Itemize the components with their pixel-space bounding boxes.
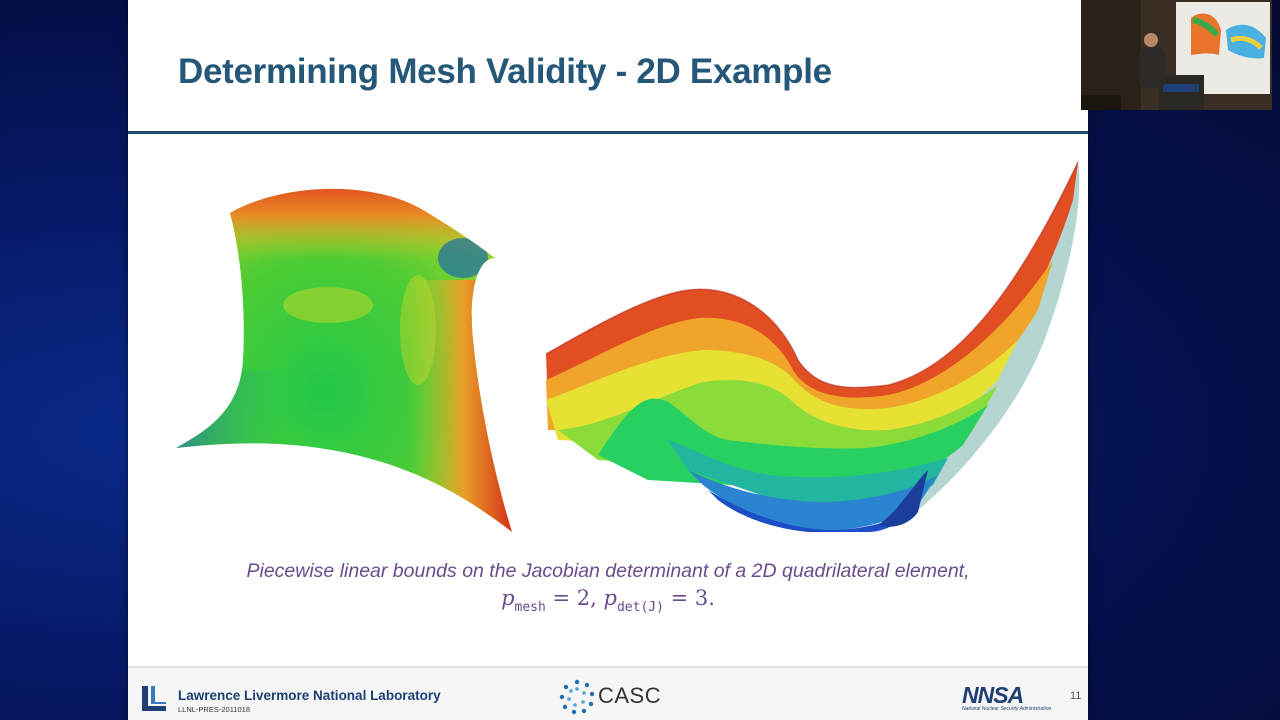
title-divider: [128, 131, 1088, 134]
quad-element-surface: [176, 188, 512, 532]
presentation-slide: Determining Mesh Validity - 2D Example: [128, 0, 1088, 720]
formula-eq1: = 2,: [545, 586, 604, 610]
figure-formula: pmesh = 2, pdet(J) = 3.: [128, 586, 1088, 615]
speaker-video-inset: [1081, 0, 1272, 110]
footer-divider: [128, 666, 1088, 668]
casc-label: CASC: [598, 683, 662, 708]
formula-p-det: p: [603, 586, 617, 610]
formula-sub-mesh: mesh: [514, 600, 546, 615]
page-number: 11: [1070, 690, 1082, 702]
formula-p-mesh: p: [501, 586, 515, 610]
document-code: LLNL-PRES-2011018: [178, 705, 250, 714]
slide-title: Determining Mesh Validity - 2D Example: [178, 52, 832, 91]
jacobian-surface: [545, 161, 1080, 532]
nnsa-subtitle: National Nuclear Security Administration: [962, 706, 1052, 712]
lab-name: Lawrence Livermore National Laboratory: [178, 688, 441, 703]
slide-footer: Lawrence Livermore National Laboratory L…: [128, 668, 1088, 720]
nnsa-logo-icon: NNSA: [962, 682, 1024, 708]
mesh-figure: [176, 161, 1080, 532]
casc-logo-icon: [559, 679, 595, 715]
formula-sub-det: det(J): [616, 600, 664, 615]
speaker-video-scene: [1081, 0, 1272, 110]
formula-eq2: = 3.: [663, 586, 715, 610]
figure-caption: Piecewise linear bounds on the Jacobian …: [246, 560, 970, 582]
llnl-logo-icon: [142, 686, 166, 711]
